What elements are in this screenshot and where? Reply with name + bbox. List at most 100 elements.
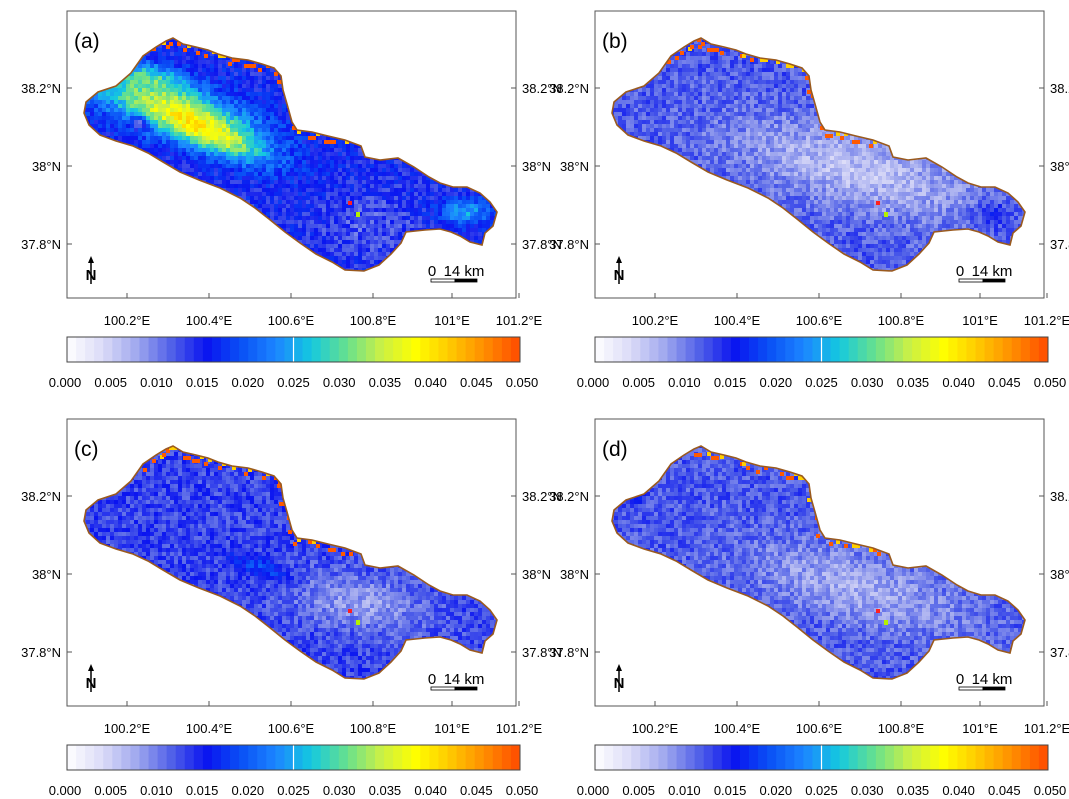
colorbar-swatch [302,745,313,770]
colorbar-swatch [266,745,276,770]
colorbar-swatch [384,337,394,362]
colorbar-swatch [893,745,904,770]
colorbar-swatch [393,745,403,770]
lon-tick-label: 100.8°E [350,313,397,328]
lon-tick-label: 100.4°E [186,721,233,736]
lat-tick-label: 38.2°N [21,81,61,96]
colorbar-swatch [429,745,439,770]
anomaly-pixel [876,609,880,613]
colorbar-swatch [803,337,813,362]
colorbar-tick-label: 0.020 [760,783,793,798]
colorbar-swatch [1002,745,1013,770]
scale-bar-zero: 0 [428,671,436,688]
lat-tick-label-right: 38°N [522,567,551,582]
colorbar-swatch [420,337,430,362]
colorbar-swatch [667,337,677,362]
basin-boundary [611,37,1026,272]
colorbar-swatch [121,337,131,362]
colorbar-tick-label: 0.000 [577,375,610,390]
colorbar-swatch [866,337,877,362]
colorbar-swatch [67,337,77,362]
colorbar-swatch [658,745,668,770]
colorbar-swatch [739,745,750,770]
colorbar-swatch [103,745,113,770]
lat-tick-label: 38.2°N [549,489,589,504]
lat-tick-label-right: 38.2°N [1050,489,1069,504]
colorbar-swatch [984,337,995,362]
colorbar-tick-label: 0.030 [323,783,356,798]
colorbar-tick-label: 0.040 [414,375,447,390]
lat-tick-label: 38.2°N [549,81,589,96]
colorbar-swatch [474,337,485,362]
scale-bar: 0 14 km [956,263,1012,283]
colorbar-swatch [749,337,759,362]
colorbar-swatch [685,745,696,770]
panel-label: (c) [74,438,99,461]
panel-label: (b) [602,30,628,53]
colorbar-swatch [320,337,331,362]
panel-label: (d) [602,438,628,461]
colorbar-swatch [912,745,922,770]
colorbar-swatch [311,337,322,362]
colorbar-tick-label: 0.050 [1034,783,1067,798]
colorbar-frame [594,336,1049,363]
colorbar-swatch [649,337,659,362]
colorbar-swatch [347,337,358,362]
colorbar-swatch [284,337,294,362]
colorbar-swatch [510,337,521,362]
lon-tick-label: 101°E [434,313,470,328]
colorbar-tick-label: 0.025 [805,783,838,798]
lon-tick-label: 100.6°E [268,721,315,736]
colorbar-swatch [1020,745,1031,770]
colorbar-swatch [130,745,140,770]
colorbar-swatch [465,337,476,362]
colorbar-swatch [676,745,686,770]
colorbar-tick-label: 0.030 [851,375,884,390]
lon-tick-label: 101°E [962,721,998,736]
colorbar-swatch [411,745,421,770]
north-arrow-letter: N [86,675,97,692]
colorbar-frame [66,336,521,363]
colorbar-swatch [257,745,267,770]
anomaly-pixel [884,620,888,625]
colorbar-swatch [1038,745,1049,770]
colorbar-swatch [275,337,285,362]
colorbar-swatch [694,337,705,362]
lon-tick-label: 101.2°E [496,721,543,736]
colorbar-swatch [893,337,904,362]
colorbar-swatch [604,745,614,770]
colorbar-tick-label: 0.030 [851,783,884,798]
colorbar-swatch [1002,337,1013,362]
colorbar-tick-label: 0.045 [460,783,493,798]
colorbar-swatch [447,745,457,770]
colorbar-swatch [483,745,494,770]
colorbar-swatch [447,337,457,362]
colorbar-swatch [966,745,976,770]
colorbar: 0.000 0.005 0.010 0.015 0.020 0.025 0.030 0.035… [49,744,538,798]
colorbar-tick-label: 0.015 [714,783,747,798]
colorbar-swatch [794,337,804,362]
colorbar-swatch [712,337,723,362]
scale-bar: 0 14 km [428,263,484,283]
colorbar-swatch [393,337,403,362]
colorbar-swatch [175,745,186,770]
north-arrow-letter: N [614,267,625,284]
colorbar-swatch [193,745,204,770]
colorbar-tick-label: 0.040 [414,783,447,798]
lon-tick-label: 100.8°E [350,721,397,736]
colorbar-swatch [456,745,467,770]
colorbar-tick-label: 0.015 [186,375,219,390]
colorbar-swatch [1011,337,1022,362]
colorbar-swatch [884,745,895,770]
lon-tick-label: 101.2°E [1024,313,1069,328]
colorbar-swatch [248,745,258,770]
colorbar-swatch [320,745,331,770]
colorbar-swatch [667,745,677,770]
colorbar-swatch [67,745,77,770]
colorbar-swatch [884,337,895,362]
colorbar-swatch [595,745,605,770]
colorbar-swatch [839,337,850,362]
colorbar-swatch [975,745,985,770]
lon-tick-label: 100.4°E [186,313,233,328]
lat-tick-label: 38.2°N [21,489,61,504]
